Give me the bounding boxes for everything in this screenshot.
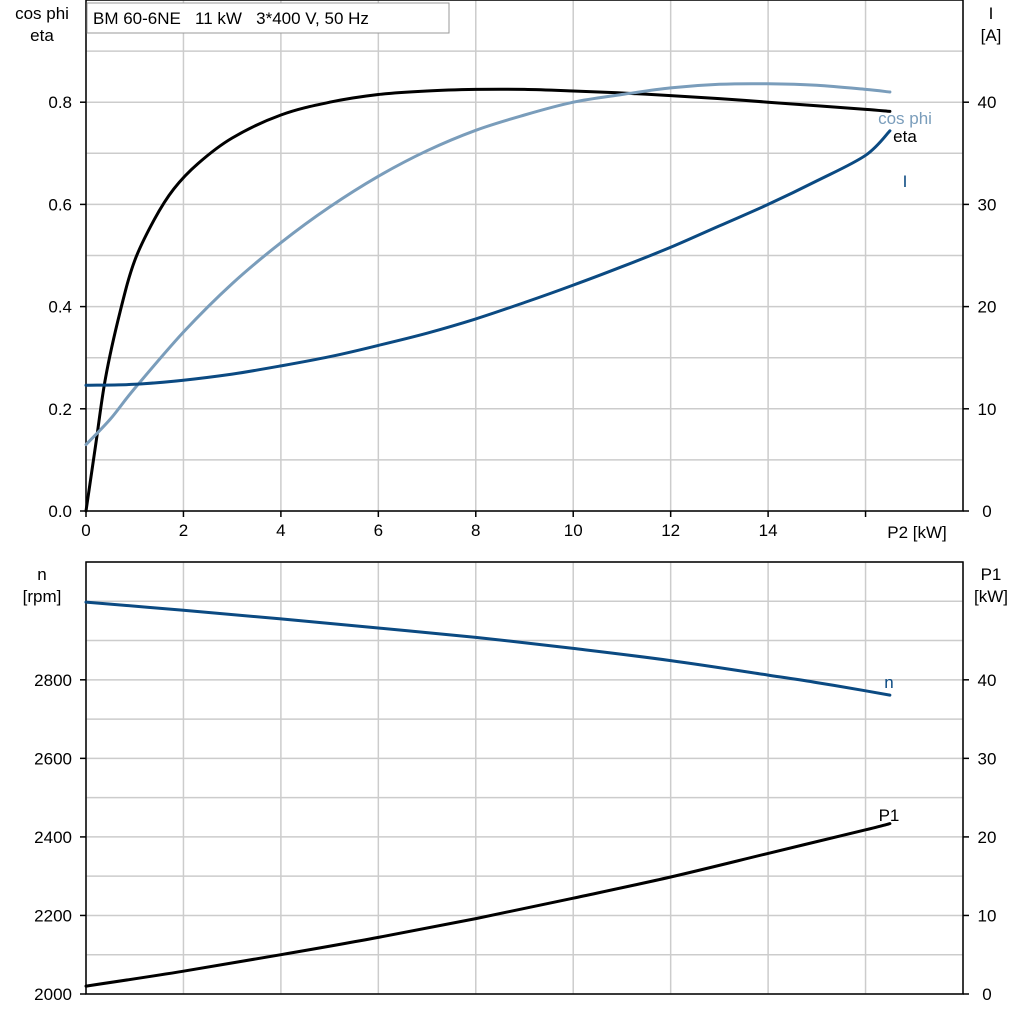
x-tick-label: 4 (276, 521, 285, 540)
x-axis-title: P2 [kW] (887, 523, 947, 542)
right-tick-label: 30 (978, 195, 997, 214)
x-tick-label: 14 (759, 521, 778, 540)
right-tick-label: 40 (978, 671, 997, 690)
curve-label: cos phi (878, 109, 932, 128)
left-tick-label: 0.0 (48, 502, 72, 521)
right-tick-label: 0 (982, 502, 991, 521)
series-line-n (84, 600, 892, 697)
left-tick-label: 0.6 (48, 195, 72, 214)
curve-label: eta (893, 127, 917, 146)
left-tick-label: 0.4 (48, 298, 72, 317)
left-axis-title: [rpm] (23, 587, 62, 606)
series-line-eta (84, 87, 892, 513)
right-tick-label: 0 (982, 985, 991, 1004)
left-tick-label: 0.8 (48, 93, 72, 112)
chart-title: BM 60-6NE 11 kW 3*400 V, 50 Hz (93, 9, 369, 28)
right-tick-label: 30 (978, 749, 997, 768)
left-tick-label: 2600 (34, 749, 72, 768)
right-tick-label: 10 (978, 906, 997, 925)
left-tick-label: 2000 (34, 985, 72, 1004)
bottom-panel: 2000 2200 2400 2600 2800 0 10 20 30 40 n [rpm] P1 [kW… (23, 561, 1008, 1004)
right-axis-title: [A] (981, 26, 1002, 45)
plot-frame (85, 0, 964, 512)
right-axis-title: [kW] (974, 587, 1008, 606)
plot-frame (85, 561, 964, 995)
right-tick-label: 20 (978, 828, 997, 847)
left-tick-label: 0.2 (48, 400, 72, 419)
right-axis-title: I (989, 4, 994, 23)
right-tick-label: 20 (978, 298, 997, 317)
x-tick-label: 12 (661, 521, 680, 540)
x-tick-label: 6 (374, 521, 383, 540)
curve-label: n (884, 673, 893, 692)
x-tick-label: 8 (471, 521, 480, 540)
left-axis-title: cos phi (15, 4, 69, 23)
left-tick-label: 2200 (34, 906, 72, 925)
left-tick-label: 2800 (34, 671, 72, 690)
left-axis-title: n (37, 565, 46, 584)
curve-label: I (903, 172, 908, 191)
left-tick-label: 2400 (34, 828, 72, 847)
curve-label: P1 (879, 806, 900, 825)
series-line-p1 (84, 822, 892, 988)
right-axis-title: P1 (981, 565, 1002, 584)
right-tick-label: 40 (978, 93, 997, 112)
right-tick-label: 10 (978, 400, 997, 419)
x-tick-label: 10 (564, 521, 583, 540)
left-axis-title: eta (30, 26, 54, 45)
series-line-cos-phi (84, 82, 892, 447)
series-line-i (84, 129, 892, 387)
x-tick-label: 0 (81, 521, 90, 540)
chart-title-box: BM 60-6NE 11 kW 3*400 V, 50 Hz (86, 2, 450, 34)
x-tick-label: 2 (179, 521, 188, 540)
